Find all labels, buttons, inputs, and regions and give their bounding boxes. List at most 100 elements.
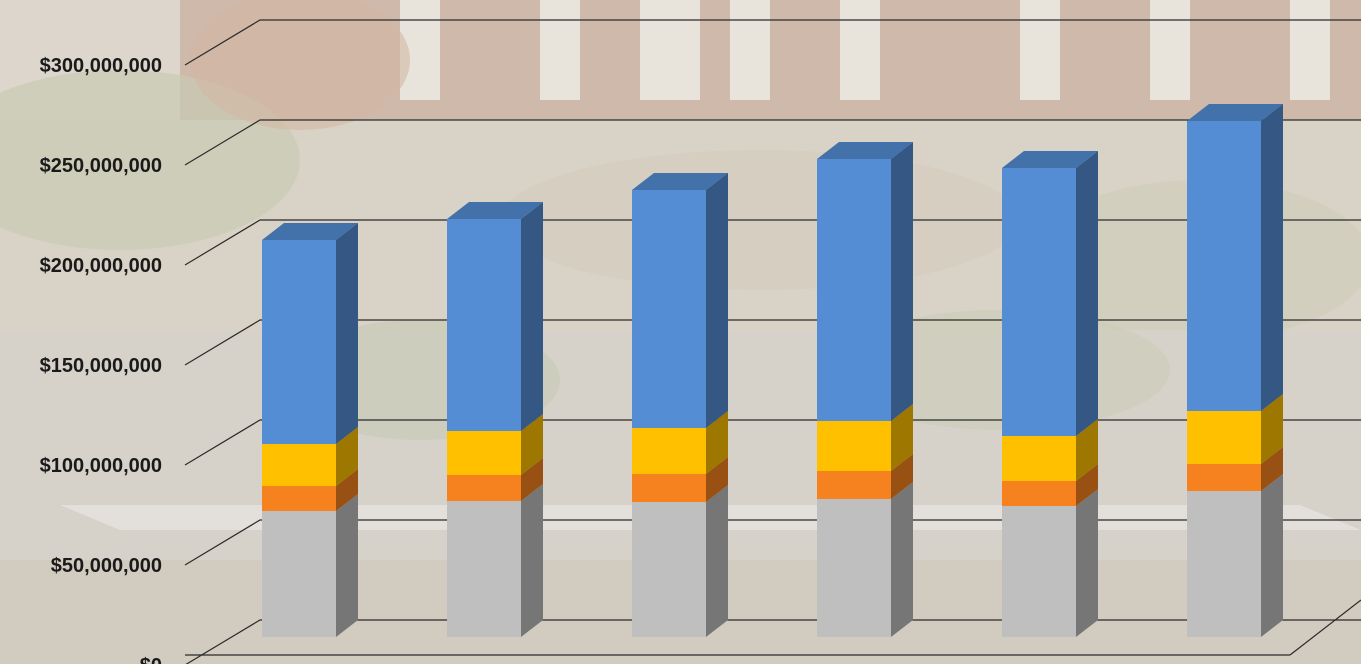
y-tick-label: $150,000,000 (40, 355, 162, 377)
bar-segment (447, 414, 543, 475)
bar-front (632, 474, 706, 502)
bar-side (521, 458, 543, 501)
gridline (184, 419, 1361, 466)
bar-front (262, 444, 336, 486)
bar-top (447, 202, 543, 219)
column-4 (817, 142, 913, 637)
bar-front (447, 431, 521, 475)
column-3 (632, 173, 728, 637)
bar-side (1076, 419, 1098, 481)
bar-front (632, 428, 706, 474)
bars (262, 104, 1283, 637)
bar-segment (817, 404, 913, 471)
bar-front (447, 501, 521, 637)
bar-front (817, 159, 891, 421)
bar-segment (262, 494, 358, 637)
bar-front (1187, 464, 1261, 491)
bar-top (632, 173, 728, 190)
bar-segment (1187, 394, 1283, 464)
bar-top (1187, 104, 1283, 121)
bar-top (262, 223, 358, 240)
bar-segment (1002, 419, 1098, 481)
bar-segment (447, 484, 543, 637)
bar-side (891, 454, 913, 499)
bar-side (521, 414, 543, 475)
y-tick-label: $0 (140, 655, 162, 664)
bar-segment (817, 142, 913, 421)
bar-segment (1002, 464, 1098, 506)
gridlines (184, 19, 1361, 664)
bar-segment (1002, 489, 1098, 637)
bar-segment (1187, 447, 1283, 491)
bar-segment (447, 202, 543, 431)
bar-front (817, 421, 891, 471)
y-tick-label: $200,000,000 (40, 255, 162, 277)
bar-segment (1187, 104, 1283, 411)
bar-side (336, 223, 358, 444)
gridline (185, 619, 1361, 664)
floor-edge (1289, 599, 1361, 656)
bar-side (521, 202, 543, 431)
bar-segment (632, 485, 728, 637)
bar-side (891, 404, 913, 471)
column-2 (447, 202, 543, 637)
bar-side (1261, 104, 1283, 411)
bar-segment (632, 411, 728, 474)
bar-front (1187, 121, 1261, 411)
bar-segment (447, 458, 543, 501)
bar-side (1261, 447, 1283, 491)
bar-front (817, 499, 891, 637)
bar-side (1261, 474, 1283, 637)
bar-segment (1002, 151, 1098, 436)
bar-side (521, 484, 543, 637)
y-axis-tick-labels: $0 $50,000,000 $100,000,000 $150,000,000 $20… (40, 55, 162, 664)
bar-side (891, 142, 913, 421)
bar-front (1187, 411, 1261, 464)
y-tick-label: $50,000,000 (51, 555, 162, 577)
bar-segment (632, 173, 728, 428)
bar-segment (262, 223, 358, 444)
bar-front (632, 502, 706, 637)
y-tick-label: $100,000,000 (40, 455, 162, 477)
bar-front (632, 190, 706, 428)
bar-side (706, 485, 728, 637)
y-tick-label: $300,000,000 (40, 55, 162, 77)
bar-front (817, 471, 891, 499)
bar-front (262, 511, 336, 637)
gridline (184, 19, 1361, 66)
bar-front (447, 219, 521, 431)
bar-side (336, 427, 358, 486)
bar-segment (1187, 474, 1283, 637)
bar-side (1076, 464, 1098, 506)
column-1 (262, 223, 358, 637)
bar-side (1076, 489, 1098, 637)
bar-top (1002, 151, 1098, 168)
bar-side (706, 411, 728, 474)
gridline (184, 119, 1361, 166)
bar-side (336, 494, 358, 637)
bar-segment (817, 454, 913, 499)
bar-front (1002, 168, 1076, 436)
bar-side (706, 457, 728, 502)
gridline (184, 519, 1361, 566)
bar-front (447, 475, 521, 501)
bar-front (262, 240, 336, 444)
bar-segment (262, 427, 358, 486)
bar-side (891, 482, 913, 637)
bar-front (262, 486, 336, 511)
bar-side (1261, 394, 1283, 464)
bar-side (1076, 151, 1098, 436)
bar-segment (262, 469, 358, 511)
bar-side (336, 469, 358, 511)
bar-front (1002, 436, 1076, 481)
bar-top (817, 142, 913, 159)
y-tick-label: $250,000,000 (40, 155, 162, 177)
column-6 (1187, 104, 1283, 637)
column-5 (1002, 151, 1098, 637)
gridline (184, 219, 1361, 266)
bar-front (1002, 506, 1076, 637)
bar-front (1187, 491, 1261, 637)
bar-front (1002, 481, 1076, 506)
bar-segment (632, 457, 728, 502)
